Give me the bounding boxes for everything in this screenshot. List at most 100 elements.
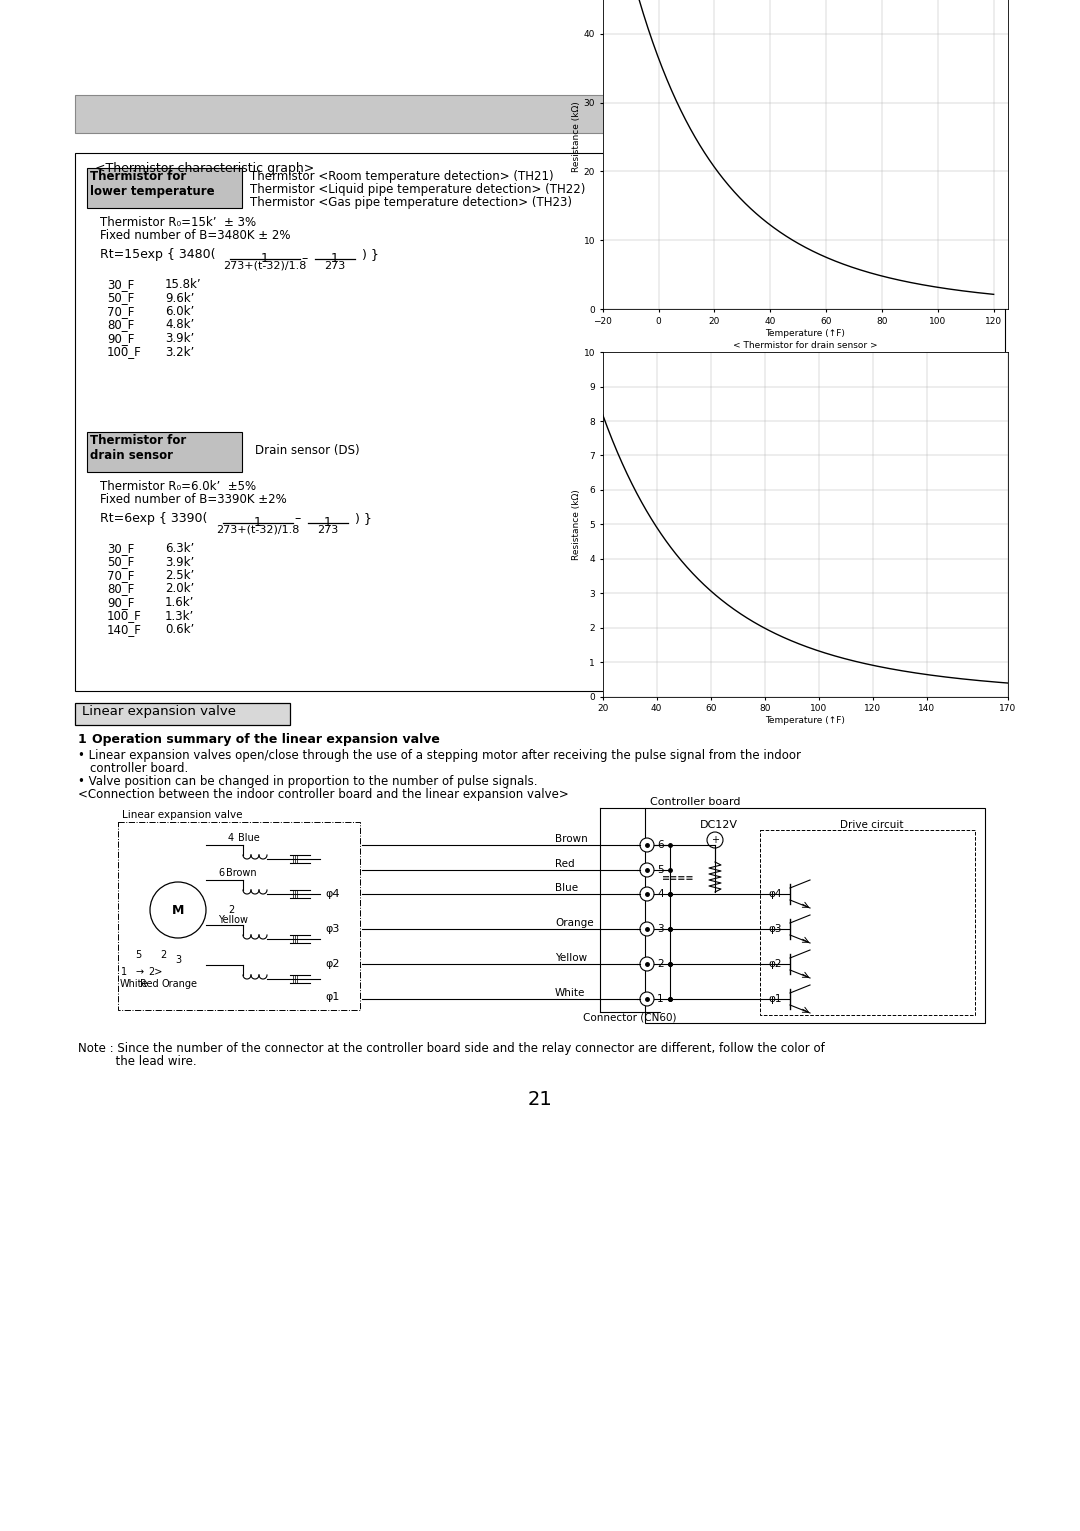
Text: White: White: [120, 978, 149, 989]
Text: 2: 2: [657, 958, 663, 969]
Text: M: M: [172, 903, 185, 917]
Text: 6.0k’: 6.0k’: [165, 305, 194, 318]
Text: Yellow: Yellow: [555, 952, 588, 963]
Title: < Thermistor for drain sensor >: < Thermistor for drain sensor >: [733, 341, 877, 351]
Text: 4: 4: [657, 890, 663, 899]
Text: 70_F: 70_F: [107, 570, 134, 582]
Text: 3: 3: [657, 925, 663, 934]
Text: Thermistor for
drain sensor: Thermistor for drain sensor: [90, 433, 186, 462]
Text: +: +: [711, 834, 719, 845]
Text: Operation summary of the linear expansion valve: Operation summary of the linear expansio…: [92, 733, 440, 746]
Text: Rt=15exp { 3480(: Rt=15exp { 3480(: [100, 248, 216, 260]
Text: Orange: Orange: [555, 919, 594, 928]
Text: • Valve position can be changed in proportion to the number of pulse signals.: • Valve position can be changed in propo…: [78, 775, 538, 788]
Text: <Thermistor characteristic graph>: <Thermistor characteristic graph>: [95, 162, 314, 175]
Text: the lead wire.: the lead wire.: [78, 1055, 197, 1069]
Text: φ4: φ4: [768, 890, 782, 899]
Text: φ1: φ1: [768, 994, 782, 1004]
Text: DC12V: DC12V: [700, 821, 738, 830]
Bar: [118, 822, 360, 1010]
Text: • Linear expansion valves open/close through the use of a stepping motor after r: • Linear expansion valves open/close thr…: [78, 749, 801, 762]
Bar: [87, 432, 242, 472]
Text: 2: 2: [228, 905, 234, 916]
Text: Yellow: Yellow: [218, 916, 248, 925]
Text: 100_F: 100_F: [107, 609, 141, 623]
Circle shape: [640, 922, 654, 935]
Text: Connector (CN60): Connector (CN60): [583, 1014, 677, 1023]
Text: 1.3k’: 1.3k’: [165, 609, 194, 623]
Text: 4: 4: [228, 833, 234, 844]
Circle shape: [640, 863, 654, 877]
Text: 273: 273: [318, 525, 339, 534]
Text: White: White: [555, 987, 585, 998]
Text: Thermistor R₀=15k’  ± 3%: Thermistor R₀=15k’ ± 3%: [100, 216, 256, 230]
Text: 80_F: 80_F: [107, 582, 134, 596]
X-axis label: Temperature (↑F): Temperature (↑F): [766, 329, 845, 338]
Text: 9.6k’: 9.6k’: [165, 291, 194, 305]
Text: 273: 273: [324, 260, 346, 271]
Text: <Connection between the indoor controller board and the linear expansion valve>: <Connection between the indoor controlle…: [78, 788, 569, 801]
Text: Red: Red: [140, 978, 159, 989]
Text: 273+(t-32)/1.8: 273+(t-32)/1.8: [224, 260, 307, 271]
Text: Note : Since the number of the connector at the controller board side and the re: Note : Since the number of the connector…: [78, 1043, 825, 1055]
Text: 1: 1: [121, 968, 127, 977]
Text: Blue: Blue: [555, 883, 578, 893]
Text: 3.9k’: 3.9k’: [165, 332, 194, 344]
Text: φ2: φ2: [325, 958, 339, 969]
Y-axis label: Resistance (kΩ): Resistance (kΩ): [571, 101, 581, 173]
Text: 2: 2: [160, 951, 166, 960]
Text: 1: 1: [78, 733, 86, 746]
Text: 0.6k’: 0.6k’: [165, 623, 194, 635]
Circle shape: [640, 837, 654, 851]
Circle shape: [640, 886, 654, 902]
Text: Thermistor <Gas pipe temperature detection> (TH23): Thermistor <Gas pipe temperature detecti…: [249, 196, 572, 210]
Bar: [75, 153, 1005, 690]
Text: Drive circuit: Drive circuit: [840, 821, 904, 830]
Text: ) }: ) }: [355, 511, 372, 525]
Text: Linear expansion valve: Linear expansion valve: [82, 704, 237, 718]
Text: 1: 1: [324, 516, 332, 530]
Text: 50_F: 50_F: [107, 291, 134, 305]
Text: Linear expansion valve: Linear expansion valve: [122, 810, 243, 821]
Text: Orange: Orange: [162, 978, 198, 989]
Text: Thermistor <Liquid pipe temperature detection> (TH22): Thermistor <Liquid pipe temperature dete…: [249, 184, 585, 196]
Text: 100_F: 100_F: [107, 346, 141, 358]
Text: 3.9k’: 3.9k’: [165, 556, 194, 568]
Text: Blue: Blue: [238, 833, 260, 844]
Text: 1: 1: [261, 253, 269, 265]
Circle shape: [707, 831, 723, 848]
Text: –: –: [295, 511, 301, 525]
Text: 5: 5: [657, 865, 663, 876]
Text: 4.8k’: 4.8k’: [165, 318, 194, 332]
Circle shape: [640, 957, 654, 971]
Bar: [645, 808, 985, 1023]
Text: Fixed number of B=3480K ± 2%: Fixed number of B=3480K ± 2%: [100, 230, 291, 242]
Text: Thermistor <Room temperature detection> (TH21): Thermistor <Room temperature detection> …: [249, 170, 554, 184]
Text: φ1: φ1: [325, 992, 339, 1001]
Text: 80_F: 80_F: [107, 318, 134, 332]
Text: 6: 6: [657, 841, 663, 850]
Text: 6.3k’: 6.3k’: [165, 542, 194, 556]
Text: 6: 6: [218, 868, 225, 877]
Bar: [75, 95, 1005, 133]
Text: Thermistor for
lower temperature: Thermistor for lower temperature: [90, 170, 215, 197]
Text: 30_F: 30_F: [107, 542, 134, 556]
Text: Red: Red: [555, 859, 575, 870]
Text: 50_F: 50_F: [107, 556, 134, 568]
Text: 2.5k’: 2.5k’: [165, 570, 194, 582]
Text: 30_F: 30_F: [107, 279, 134, 291]
Text: 1.6k’: 1.6k’: [165, 596, 194, 609]
Y-axis label: Resistance (kΩ): Resistance (kΩ): [571, 488, 581, 560]
Text: 1: 1: [657, 994, 663, 1004]
Text: 1: 1: [332, 253, 339, 265]
Circle shape: [150, 882, 206, 939]
Text: φ2: φ2: [768, 958, 782, 969]
Text: φ3: φ3: [325, 925, 339, 934]
Text: 21: 21: [528, 1090, 552, 1108]
Text: Drain sensor (DS): Drain sensor (DS): [255, 444, 360, 456]
Text: 2>: 2>: [148, 968, 162, 977]
Text: ) }: ) }: [362, 248, 379, 260]
Text: 140_F: 140_F: [107, 623, 141, 635]
Text: 273+(t-32)/1.8: 273+(t-32)/1.8: [216, 525, 299, 534]
Text: controller board.: controller board.: [90, 762, 188, 775]
